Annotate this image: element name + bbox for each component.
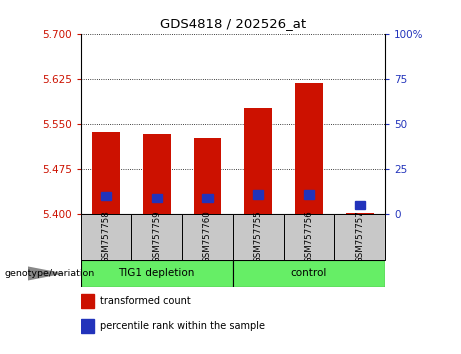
Bar: [101, 192, 111, 200]
FancyBboxPatch shape: [233, 260, 385, 287]
Text: GSM757759: GSM757759: [152, 210, 161, 263]
FancyBboxPatch shape: [233, 214, 284, 260]
FancyBboxPatch shape: [81, 260, 233, 287]
FancyBboxPatch shape: [284, 214, 334, 260]
Bar: [81, 319, 95, 333]
Text: control: control: [291, 268, 327, 279]
FancyBboxPatch shape: [131, 214, 182, 260]
Title: GDS4818 / 202526_at: GDS4818 / 202526_at: [160, 17, 306, 30]
Text: GSM757755: GSM757755: [254, 210, 263, 263]
Text: GSM757756: GSM757756: [304, 210, 313, 263]
Text: TIG1 depletion: TIG1 depletion: [118, 268, 195, 279]
Bar: [81, 294, 95, 308]
Text: transformed count: transformed count: [100, 296, 191, 306]
Bar: [253, 190, 263, 199]
Bar: [304, 190, 314, 199]
Bar: [92, 132, 120, 214]
Polygon shape: [28, 266, 65, 280]
Text: GSM757758: GSM757758: [101, 210, 111, 263]
Bar: [346, 213, 373, 214]
Text: GSM757760: GSM757760: [203, 210, 212, 263]
Text: genotype/variation: genotype/variation: [5, 269, 95, 278]
Bar: [194, 138, 221, 214]
Text: percentile rank within the sample: percentile rank within the sample: [100, 321, 266, 331]
Bar: [143, 133, 171, 214]
Bar: [355, 201, 365, 209]
FancyBboxPatch shape: [182, 214, 233, 260]
Bar: [244, 108, 272, 214]
Bar: [295, 83, 323, 214]
Text: GSM757757: GSM757757: [355, 210, 364, 263]
Bar: [152, 194, 162, 202]
FancyBboxPatch shape: [334, 214, 385, 260]
Bar: [202, 194, 213, 202]
FancyBboxPatch shape: [81, 214, 131, 260]
